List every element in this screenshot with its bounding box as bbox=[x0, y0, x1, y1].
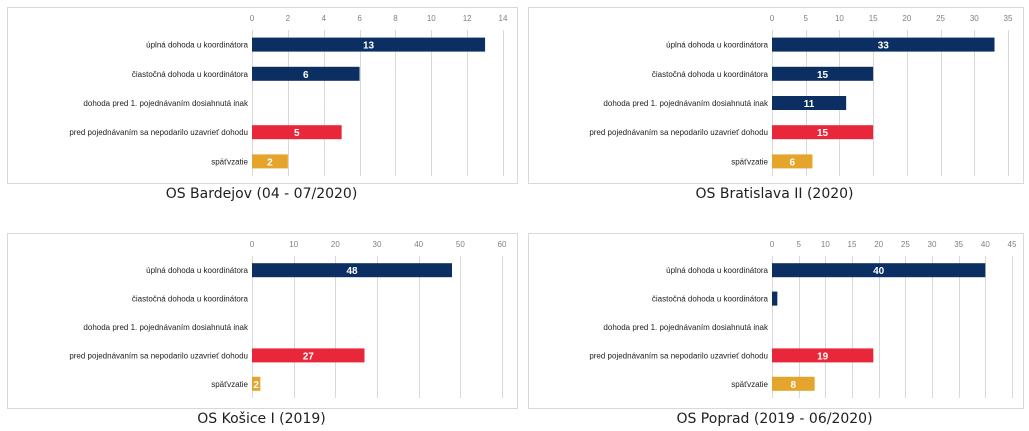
tick-label: 10 bbox=[289, 240, 298, 249]
bar bbox=[772, 291, 778, 306]
data-label: 15 bbox=[817, 70, 829, 81]
tick-label: 20 bbox=[874, 240, 883, 249]
tick-label: 15 bbox=[848, 240, 857, 249]
tick-label: 30 bbox=[970, 14, 979, 23]
category-label: pred pojednávaním sa nepodarilo uzavrieť… bbox=[69, 351, 248, 360]
bar bbox=[772, 125, 874, 140]
bar bbox=[772, 348, 874, 363]
category-label: späťvzatie bbox=[731, 380, 768, 389]
data-label: 15 bbox=[817, 128, 829, 139]
tick-label: 6 bbox=[357, 14, 362, 23]
tick-label: 60 bbox=[498, 240, 507, 249]
category-label: pred pojednávaním sa nepodarilo uzavrieť… bbox=[69, 128, 248, 137]
category-label: čiastočná dohoda u koordinátora bbox=[132, 70, 249, 79]
category-label: pred pojednávaním sa nepodarilo uzavrieť… bbox=[589, 128, 768, 137]
data-label: 40 bbox=[873, 266, 885, 277]
category-label: úplná dohoda u koordinátora bbox=[666, 41, 768, 50]
bar bbox=[772, 66, 874, 81]
chart-frame bbox=[7, 233, 518, 409]
data-label: 33 bbox=[878, 41, 890, 52]
data-label: 13 bbox=[363, 41, 375, 52]
tick-label: 2 bbox=[286, 14, 291, 23]
tick-label: 12 bbox=[463, 14, 472, 23]
tick-label: 30 bbox=[373, 240, 382, 249]
data-label: 11 bbox=[804, 99, 815, 110]
tick-label: 15 bbox=[869, 14, 878, 23]
bar bbox=[252, 66, 360, 81]
category-label: dohoda pred 1. pojednávaním dosiahnutá i… bbox=[83, 99, 249, 108]
tick-label: 5 bbox=[803, 14, 808, 23]
category-label: dohoda pred 1. pojednávaním dosiahnutá i… bbox=[83, 323, 249, 332]
bar bbox=[252, 125, 342, 140]
category-label: pred pojednávaním sa nepodarilo uzavrieť… bbox=[589, 351, 768, 360]
tick-label: 35 bbox=[1004, 14, 1013, 23]
bar bbox=[772, 154, 813, 169]
category-label: späťvzatie bbox=[211, 380, 248, 389]
bar bbox=[772, 376, 815, 391]
tick-label: 40 bbox=[414, 240, 423, 249]
tick-label: 20 bbox=[331, 240, 340, 249]
tick-label: 0 bbox=[250, 240, 255, 249]
tick-label: 5 bbox=[796, 240, 801, 249]
category-label: dohoda pred 1. pojednávaním dosiahnutá i… bbox=[603, 99, 769, 108]
data-label: 2 bbox=[253, 380, 259, 391]
chart-title: OS Poprad (2019 - 06/2020) bbox=[676, 411, 873, 427]
tick-label: 14 bbox=[499, 14, 508, 23]
tick-label: 45 bbox=[1008, 240, 1017, 249]
tick-label: 8 bbox=[393, 14, 398, 23]
tick-label: 35 bbox=[954, 240, 963, 249]
bar bbox=[252, 348, 365, 363]
category-label: dohoda pred 1. pojednávaním dosiahnutá i… bbox=[603, 323, 769, 332]
category-label: späťvzatie bbox=[731, 157, 768, 166]
bar bbox=[772, 263, 986, 278]
tick-label: 20 bbox=[902, 14, 911, 23]
category-label: úplná dohoda u koordinátora bbox=[666, 266, 768, 275]
bar bbox=[772, 96, 847, 110]
bar bbox=[772, 37, 995, 52]
tick-label: 4 bbox=[321, 14, 326, 23]
category-label: úplná dohoda u koordinátora bbox=[146, 266, 248, 275]
category-label: čiastočná dohoda u koordinátora bbox=[132, 295, 249, 304]
category-label: úplná dohoda u koordinátora bbox=[146, 41, 248, 50]
tick-label: 10 bbox=[821, 240, 830, 249]
tick-label: 0 bbox=[250, 14, 255, 23]
tick-label: 0 bbox=[770, 14, 775, 23]
data-label: 8 bbox=[791, 380, 797, 391]
data-label: 6 bbox=[789, 157, 795, 168]
bar bbox=[252, 376, 261, 391]
data-label: 6 bbox=[303, 70, 309, 81]
category-label: čiastočná dohoda u koordinátora bbox=[652, 70, 769, 79]
data-label: 48 bbox=[346, 266, 358, 277]
data-label: 5 bbox=[294, 128, 300, 139]
chart-title: OS Bardejov (04 - 07/2020) bbox=[165, 186, 358, 202]
bar bbox=[252, 37, 486, 52]
chart-title: OS Košice I (2019) bbox=[197, 411, 326, 427]
bar bbox=[252, 263, 452, 278]
category-label: čiastočná dohoda u koordinátora bbox=[652, 295, 769, 304]
tick-label: 30 bbox=[928, 240, 937, 249]
tick-label: 50 bbox=[456, 240, 465, 249]
tick-label: 0 bbox=[770, 240, 775, 249]
tick-label: 40 bbox=[981, 240, 990, 249]
data-label: 19 bbox=[817, 351, 829, 362]
tick-label: 25 bbox=[936, 14, 945, 23]
tick-label: 10 bbox=[427, 14, 436, 23]
chart-title: OS Bratislava II (2020) bbox=[695, 186, 854, 202]
data-label: 2 bbox=[267, 157, 273, 168]
tick-label: 25 bbox=[901, 240, 910, 249]
data-label: 27 bbox=[303, 351, 315, 362]
tick-label: 10 bbox=[835, 14, 844, 23]
bar bbox=[252, 154, 288, 169]
category-label: späťvzatie bbox=[211, 157, 248, 166]
